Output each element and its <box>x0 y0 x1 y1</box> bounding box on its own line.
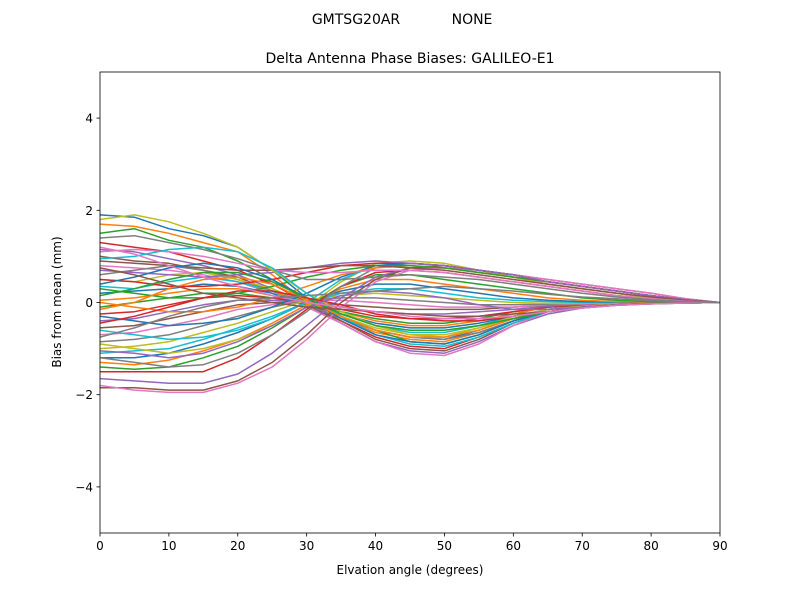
series-line-36 <box>100 260 720 304</box>
series-line-47 <box>100 246 720 320</box>
x-tick-label: 90 <box>712 539 727 553</box>
series-line-48 <box>100 285 720 338</box>
series-line-38 <box>100 234 720 304</box>
suptitle-right: NONE <box>452 12 493 28</box>
series-layer <box>100 214 720 394</box>
x-tick-label: 10 <box>161 539 176 553</box>
y-tick-label: −2 <box>75 388 93 402</box>
x-tick-label: 0 <box>96 539 104 553</box>
y-tick-label: 4 <box>85 112 93 126</box>
x-tick-label: 40 <box>368 539 383 553</box>
suptitle-left: GMTSG20AR <box>312 12 401 28</box>
series-line-37 <box>100 248 720 304</box>
y-axis-label: Bias from mean (mm) <box>50 236 64 367</box>
x-tick-label: 80 <box>643 539 658 553</box>
x-tick-label: 50 <box>437 539 452 553</box>
y-tick-label: −4 <box>75 480 93 494</box>
x-tick-label: 20 <box>230 539 245 553</box>
x-axis-label: Elvation angle (degrees) <box>337 563 484 577</box>
chart-title: Delta Antenna Phase Biases: GALILEO-E1 <box>265 51 554 67</box>
y-tick-label: 0 <box>85 296 93 310</box>
x-tick-label: 30 <box>299 539 314 553</box>
x-tick-label: 70 <box>575 539 590 553</box>
x-axis: 0 10 20 30 40 50 60 70 80 90 <box>96 533 728 553</box>
y-axis: −4 −2 0 2 4 <box>75 112 100 494</box>
x-tick-label: 60 <box>506 539 521 553</box>
series-line-22 <box>100 278 720 366</box>
y-tick-label: 2 <box>85 204 93 218</box>
